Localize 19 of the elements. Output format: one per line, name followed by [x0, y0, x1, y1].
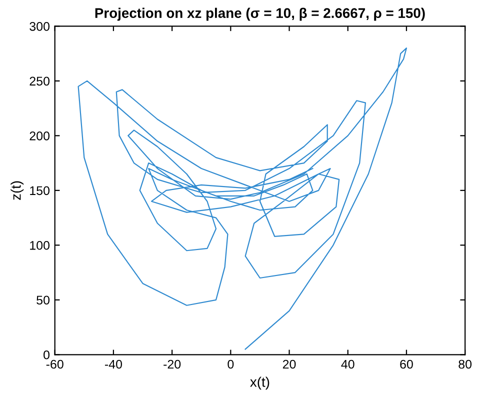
- x-tick-label: -40: [104, 360, 122, 369]
- x-tick-label: 20: [282, 360, 296, 369]
- x-tick-label: 60: [400, 360, 413, 369]
- x-tick-label: -20: [164, 360, 181, 369]
- x-tick-label: 0: [228, 360, 234, 369]
- x-tick-label: 80: [458, 360, 472, 369]
- y-tick-label: 200: [30, 131, 50, 140]
- y-tick-label: 100: [30, 240, 50, 250]
- y-tick-label: 150: [30, 186, 50, 196]
- y-tick-label: 300: [30, 22, 50, 31]
- x-tick-label: -60: [46, 360, 64, 369]
- x-axis-title: x(t): [250, 376, 270, 390]
- line-series: [78, 48, 408, 350]
- y-tick-label: 0: [44, 350, 50, 360]
- chart-title: Projection on xz plane (σ = 10, β = 2.6667, ρ = 150): [95, 8, 425, 21]
- x-tick-label: 40: [341, 360, 354, 369]
- y-tick-label: 50: [36, 296, 50, 305]
- y-tick-label: 250: [30, 76, 50, 86]
- y-axis-title: z(t): [10, 181, 24, 200]
